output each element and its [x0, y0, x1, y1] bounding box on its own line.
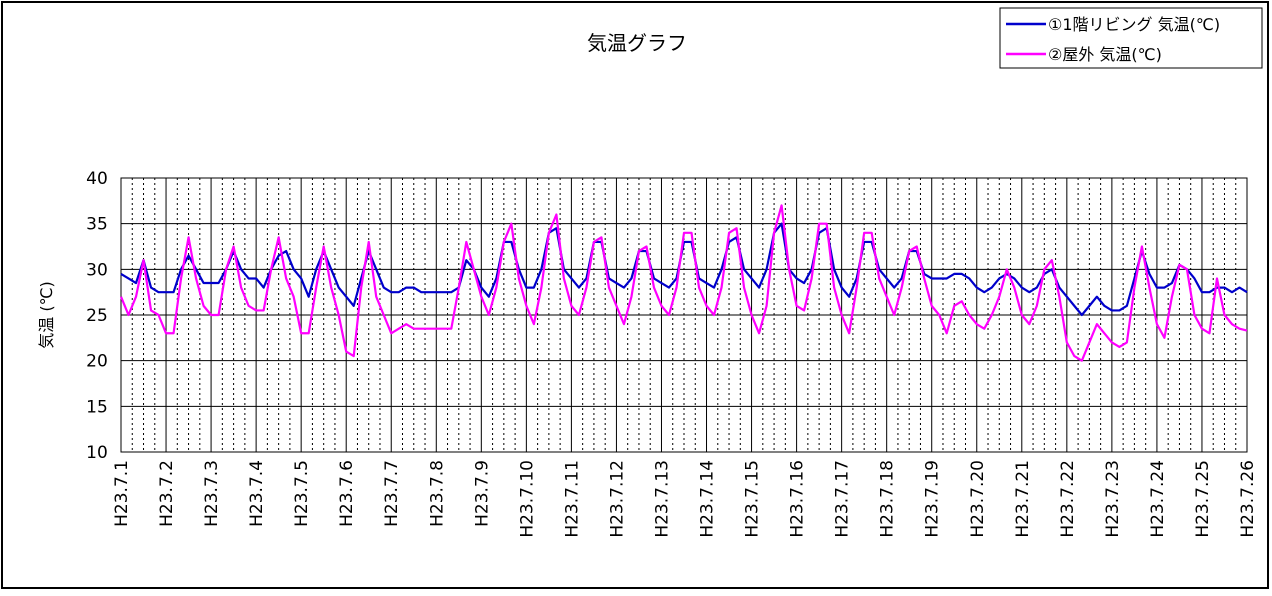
y-tick-label: 25 — [86, 306, 108, 326]
x-tick-label: H23.7.1 — [112, 460, 132, 527]
y-tick-label: 10 — [86, 443, 108, 463]
x-tick-label: H23.7.25 — [1193, 460, 1213, 538]
x-tick-label: H23.7.12 — [607, 460, 627, 538]
x-tick-label: H23.7.4 — [247, 460, 267, 527]
y-tick-label: 15 — [86, 397, 108, 417]
x-tick-label: H23.7.3 — [202, 460, 222, 527]
y-axis-label: 気温 (℃) — [37, 281, 56, 349]
x-tick-label: H23.7.7 — [382, 460, 402, 527]
chart-title: 気温グラフ — [587, 31, 687, 55]
y-tick-label: 20 — [86, 352, 108, 372]
y-tick-label: 35 — [86, 215, 108, 235]
x-tick-label: H23.7.11 — [562, 460, 582, 538]
legend — [999, 7, 1263, 69]
x-tick-label: H23.7.10 — [517, 460, 537, 538]
x-tick-label: H23.7.24 — [1148, 460, 1168, 538]
legend-label: ①1階リビング 気温(℃) — [1048, 15, 1220, 34]
x-tick-label: H23.7.17 — [833, 460, 853, 538]
x-tick-label: H23.7.22 — [1058, 460, 1078, 538]
x-tick-label: H23.7.20 — [968, 460, 988, 538]
x-tick-label: H23.7.21 — [1013, 460, 1033, 538]
x-tick-label: H23.7.8 — [427, 460, 447, 527]
x-tick-label: H23.7.19 — [923, 460, 943, 538]
x-tick-label: H23.7.9 — [472, 460, 492, 527]
x-tick-label: H23.7.2 — [157, 460, 177, 527]
y-tick-label: 30 — [86, 260, 108, 280]
x-tick-label: H23.7.6 — [337, 460, 357, 527]
x-tick-label: H23.7.18 — [878, 460, 898, 538]
x-tick-label: H23.7.26 — [1238, 460, 1258, 538]
x-tick-label: H23.7.13 — [652, 460, 672, 538]
x-tick-label: H23.7.14 — [698, 460, 718, 538]
x-tick-label: H23.7.5 — [292, 460, 312, 527]
legend-label: ②屋外 気温(℃) — [1048, 45, 1162, 64]
x-tick-label: H23.7.15 — [743, 460, 763, 538]
series-line — [120, 222, 1248, 317]
series-line — [119, 204, 1248, 362]
x-tick-label: H23.7.23 — [1103, 460, 1123, 538]
x-tick-label: H23.7.16 — [788, 460, 808, 538]
y-tick-label: 40 — [86, 169, 108, 189]
